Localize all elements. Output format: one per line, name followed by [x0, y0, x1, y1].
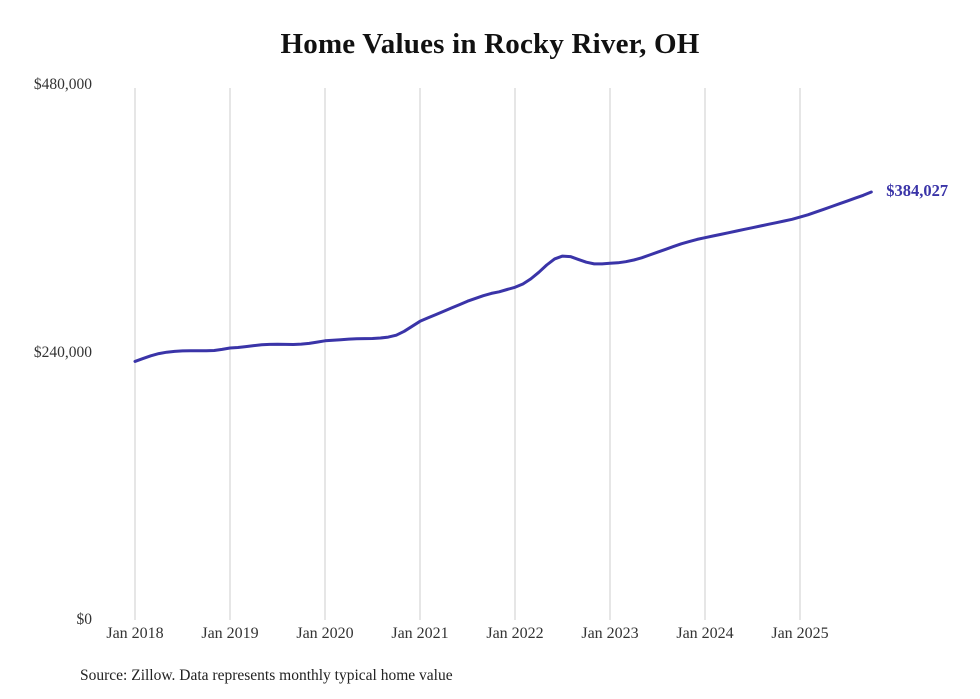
x-tick-label: Jan 2025: [771, 625, 829, 642]
chart-title: Home Values in Rocky River, OH: [280, 28, 700, 60]
x-tick-label: Jan 2022: [486, 625, 544, 642]
x-tick-label: Jan 2020: [296, 625, 354, 642]
x-tick-label: Jan 2018: [106, 625, 164, 642]
x-tick-label: Jan 2023: [581, 625, 639, 642]
home-value-line: [133, 190, 873, 363]
final-value-label: $384,027: [886, 180, 949, 200]
x-tick-label: Jan 2019: [201, 625, 259, 642]
y-tick-label: $240,000: [33, 343, 92, 361]
x-tick-label: Jan 2024: [676, 625, 734, 642]
x-tick-label: Jan 2021: [391, 625, 449, 642]
y-tick-label: $0: [76, 611, 93, 628]
source-note: Source: Zillow. Data represents monthly …: [80, 667, 453, 684]
y-tick-label: $480,000: [33, 76, 92, 93]
